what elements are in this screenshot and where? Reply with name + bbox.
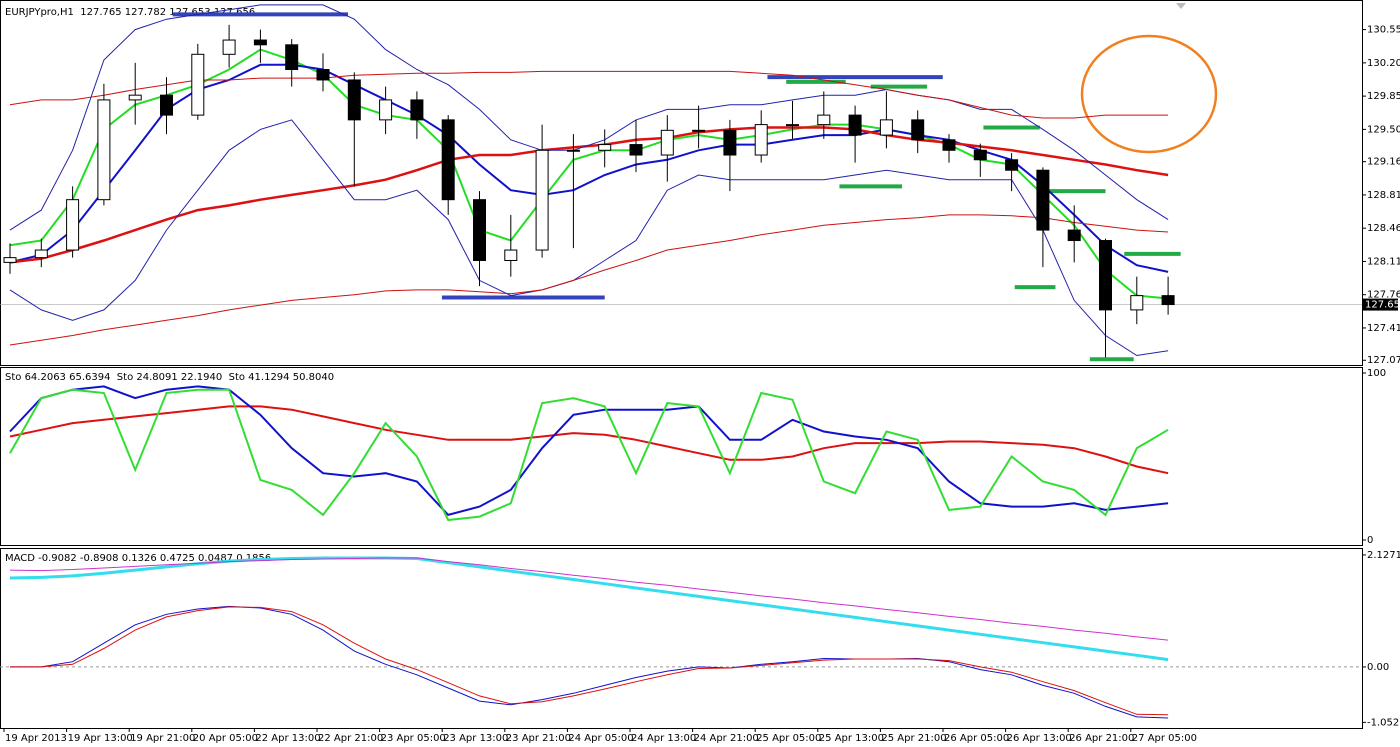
indicator-line [10, 606, 1169, 716]
x-tick-label: 20 Apr 05:00 [193, 733, 258, 744]
candle-body [285, 44, 299, 71]
plot-layer: EURJPYpro,H1 127.765 127.782 127.653 127… [0, 4, 1400, 744]
x-tick-label: 23 Apr 21:00 [506, 733, 571, 744]
indicator-line [9, 126, 1169, 264]
x-tick-label: 22 Apr 13:00 [255, 733, 320, 744]
candle-body [973, 149, 987, 161]
candle-body [942, 139, 956, 151]
candle-body [879, 119, 893, 136]
y-tick-label: 128.460 [1367, 223, 1400, 234]
indicator-line [9, 385, 1169, 517]
candle-body [660, 129, 674, 156]
y-tick-label: 129.850 [1367, 91, 1400, 102]
candle-body [504, 249, 518, 261]
indicator-line [9, 119, 1169, 357]
candle-body [1161, 295, 1175, 306]
candle-body [222, 39, 236, 55]
candle-body [848, 114, 862, 136]
indicator-line [9, 214, 1169, 346]
candle-body [1067, 229, 1081, 242]
candle-body [473, 199, 486, 261]
candle-body [3, 257, 17, 263]
candle-body [379, 99, 393, 121]
indicator-line [10, 605, 1169, 719]
x-tick-label: 24 Apr 21:00 [694, 733, 759, 744]
candle-body [410, 99, 424, 121]
x-tick-label: 24 Apr 05:00 [568, 733, 633, 744]
y-tick-label: 2.1271 [1367, 550, 1400, 561]
y-tick-label: 129.500 [1367, 124, 1400, 135]
indicator-line [9, 557, 1169, 641]
y-tick-label: 129.160 [1367, 157, 1400, 168]
highlight-circle [1080, 34, 1218, 154]
candle-body [1099, 240, 1112, 311]
panel-title: MACD -0.9082 -0.8908 0.1326 0.4725 0.048… [5, 553, 271, 564]
y-tick-label: 127.070 [1367, 355, 1400, 366]
candle-body [723, 129, 737, 156]
candle-body [441, 119, 455, 201]
x-tick-label: 22 Apr 21:00 [318, 733, 383, 744]
x-tick-label: 19 Apr 13:00 [68, 733, 133, 744]
panel-title: Sto 64.2063 65.6394 Sto 24.8091 22.1940 … [5, 372, 334, 383]
stochastic-panel [0, 367, 1363, 546]
x-tick-label: 23 Apr 13:00 [443, 733, 508, 744]
last-price-label: 127.656 [1365, 300, 1400, 311]
candle-body [253, 39, 267, 46]
x-tick-label: 26 Apr 21:00 [1069, 733, 1134, 744]
candle-body [911, 119, 925, 141]
indicator-line [9, 405, 1169, 475]
y-tick-label: 130.200 [1367, 58, 1400, 69]
last-price-box [1362, 298, 1398, 311]
indicator-line [9, 4, 1169, 231]
x-tick-label: 26 Apr 13:00 [1007, 733, 1072, 744]
candle-body [598, 144, 612, 151]
indicator-line [9, 388, 1169, 522]
x-tick-label: 25 Apr 21:00 [881, 733, 946, 744]
y-tick-label: -1.0527 [1367, 717, 1400, 728]
y-tick-label: 128.810 [1367, 190, 1400, 201]
y-tick-label: 0 [1367, 535, 1373, 546]
y-tick-label: 0.00 [1367, 662, 1389, 673]
y-tick-label: 127.410 [1367, 323, 1400, 334]
candle-body [97, 99, 111, 201]
y-tick-label: 130.550 [1367, 25, 1400, 36]
x-tick-label: 25 Apr 05:00 [756, 733, 821, 744]
x-tick-label: 23 Apr 05:00 [381, 733, 446, 744]
x-tick-label: 19 Apr 2013 [5, 733, 67, 744]
candle-body [160, 94, 173, 116]
candle-body [692, 129, 706, 132]
candle-body [629, 144, 643, 156]
x-tick-label: 26 Apr 05:00 [944, 733, 1009, 744]
candle-body [535, 149, 549, 251]
price-panel [0, 0, 1363, 366]
x-tick-label: 27 Apr 05:00 [1132, 733, 1197, 744]
candle-body [191, 53, 205, 116]
y-tick-label: 128.110 [1367, 256, 1400, 267]
candle-body [34, 249, 48, 259]
candle-body [1130, 295, 1144, 311]
shift-marker [1176, 3, 1186, 9]
candle-body [316, 69, 330, 81]
x-tick-label: 25 Apr 13:00 [819, 733, 884, 744]
candle-body [786, 124, 799, 127]
candle-body [347, 79, 361, 121]
candle-body [128, 94, 142, 101]
macd-panel [0, 548, 1363, 729]
x-tick-label: 24 Apr 13:00 [631, 733, 696, 744]
candle-body [66, 199, 80, 251]
candle-body [1036, 169, 1050, 231]
y-tick-label: 100 [1367, 368, 1386, 379]
y-tick-label: 127.760 [1367, 290, 1400, 301]
candle-body [817, 114, 831, 126]
candle-body [754, 124, 768, 156]
panel-title: EURJPYpro,H1 127.765 127.782 127.653 127… [5, 7, 255, 18]
x-tick-label: 19 Apr 21:00 [130, 733, 195, 744]
candle-body [1005, 159, 1019, 171]
candle-body [566, 149, 580, 152]
